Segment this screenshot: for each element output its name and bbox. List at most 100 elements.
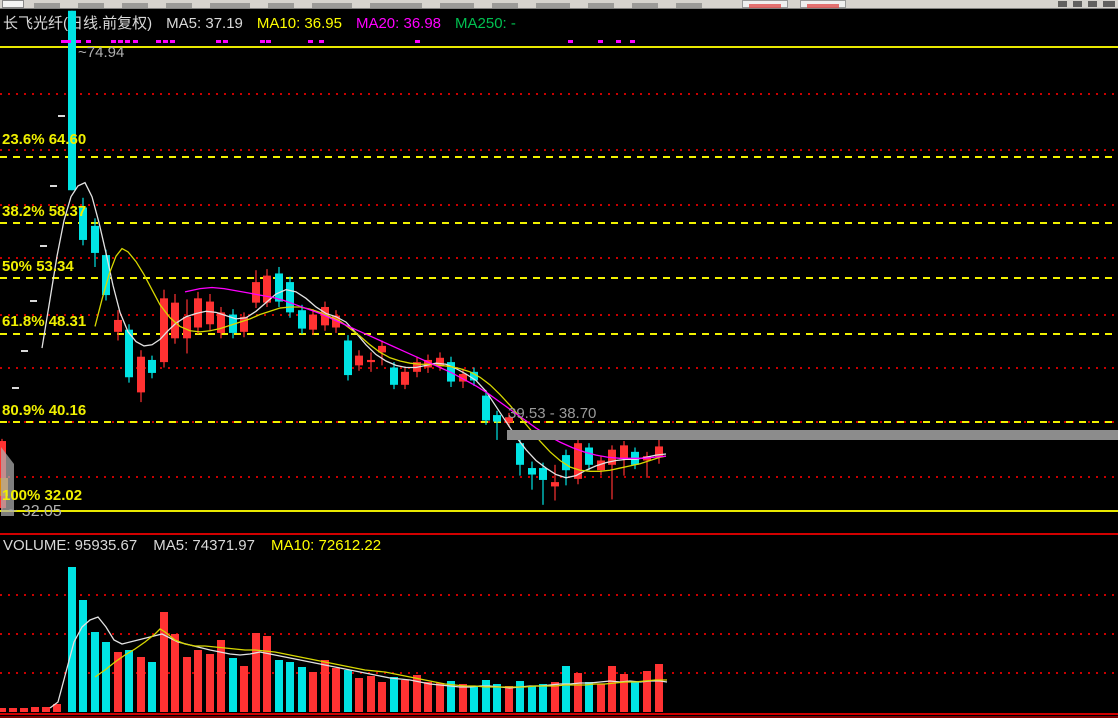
volume-bar <box>240 666 248 712</box>
magenta-marker-dot <box>76 40 81 43</box>
magenta-marker-dot <box>616 40 621 43</box>
ma-curve <box>184 286 667 459</box>
candle-body <box>148 359 156 373</box>
candle-body <box>137 356 145 393</box>
volume-bar <box>102 642 110 712</box>
volume-bar <box>252 633 260 712</box>
candle-body <box>493 415 501 422</box>
pane-divider <box>0 533 1118 535</box>
magenta-marker-dot <box>216 40 221 43</box>
window-tool-icon[interactable] <box>1088 1 1097 7</box>
menu-item-stub[interactable] <box>78 3 104 8</box>
magenta-marker-dot <box>568 40 573 43</box>
fib-solid-line <box>0 46 1118 48</box>
crosshair-price-label: 39.53 - 38.70 <box>508 405 597 422</box>
ma-curve <box>94 628 667 688</box>
grid-line <box>0 476 1118 478</box>
candle-body <box>551 482 559 487</box>
menu-item-stub[interactable] <box>440 3 474 8</box>
volume-bar <box>114 652 122 712</box>
menu-item-stub[interactable] <box>370 3 422 8</box>
grid-line <box>0 93 1118 95</box>
menu-item-stub[interactable] <box>312 3 352 8</box>
menu-item-stub[interactable] <box>676 3 702 8</box>
ma-curve <box>49 616 668 709</box>
volume-bar <box>125 650 133 712</box>
candle-body <box>482 395 490 421</box>
volume-bar <box>263 636 271 712</box>
volume-bar <box>79 600 87 712</box>
fib-dashed-line <box>0 421 1118 423</box>
magenta-marker-dot <box>118 40 123 43</box>
volume-bar <box>68 567 76 712</box>
window-tool-icon[interactable] <box>1103 1 1115 7</box>
menu-item-stub[interactable] <box>210 3 250 8</box>
volume-bar <box>551 682 559 712</box>
candle-body <box>206 301 214 325</box>
menu-item-stub[interactable] <box>166 3 192 8</box>
magenta-marker-dot <box>598 40 603 43</box>
fib-level-label: 38.2% 58.37 <box>2 203 87 220</box>
volume-ma10-readout: MA10: 72612.22 <box>271 537 382 554</box>
app-icon[interactable] <box>2 0 24 8</box>
menu-item-stub[interactable] <box>632 3 658 8</box>
ma250-readout: MA250: - <box>455 15 516 32</box>
ma5-readout: MA5: 37.19 <box>166 15 243 32</box>
volume-bar <box>493 684 501 712</box>
volume-bar <box>390 677 398 712</box>
window-tool-icon[interactable] <box>1058 1 1067 7</box>
fib-dashed-line <box>0 333 1118 335</box>
quote-button-2[interactable] <box>800 0 846 8</box>
menu-item-stub[interactable] <box>588 3 614 8</box>
candle-body <box>160 298 168 363</box>
volume-bar <box>148 662 156 712</box>
fib-level-label: 50% 53.34 <box>2 258 74 275</box>
quote-button-1[interactable] <box>742 0 788 8</box>
candle-body <box>275 273 283 302</box>
candle-body <box>539 468 547 480</box>
volume-bar <box>9 708 17 712</box>
volume-bar <box>194 650 202 712</box>
menu-item-stub[interactable] <box>122 3 148 8</box>
menu-item-stub[interactable] <box>34 3 60 8</box>
chart-title-row: 长飞光纤(日线.前复权) MA5: 37.19 MA10: 36.95 MA20: 3… <box>3 12 530 33</box>
volume-bar <box>367 676 375 712</box>
volume-bar <box>585 682 593 712</box>
scroll-left-arrow <box>1 447 14 516</box>
menu-bar <box>0 0 1118 9</box>
candle-body <box>298 310 306 329</box>
magenta-marker-dot <box>163 40 168 43</box>
candle-body <box>286 282 294 313</box>
candle-body <box>68 10 76 191</box>
limit-up-dash-candle <box>30 300 37 302</box>
magenta-marker-dot <box>66 40 71 43</box>
candle-body <box>655 446 663 458</box>
instrument-title: 长飞光纤(日线.前复权) <box>3 15 153 32</box>
volume-ma5-readout: MA5: 74371.97 <box>153 537 255 554</box>
volume-grid-line <box>0 672 1118 674</box>
magenta-marker-dot <box>266 40 271 43</box>
grid-line <box>0 149 1118 151</box>
window-tool-icon[interactable] <box>1073 1 1082 7</box>
candle-body <box>436 357 444 367</box>
volume-bar <box>459 684 467 712</box>
menu-item-stub[interactable] <box>268 3 294 8</box>
grid-line <box>0 314 1118 316</box>
volume-bar <box>470 686 478 712</box>
candle-body <box>183 316 191 339</box>
candle-body <box>401 371 409 385</box>
fib-level-label: 80.9% 40.16 <box>2 402 87 419</box>
fib-dashed-line <box>0 277 1118 279</box>
volume-bar <box>643 671 651 712</box>
candle-body <box>114 319 122 332</box>
ma-curve <box>94 247 667 472</box>
menu-item-stub[interactable] <box>536 3 570 8</box>
candle-body <box>367 359 375 363</box>
volume-bar <box>574 673 582 712</box>
annotation-band <box>507 430 1118 440</box>
magenta-marker-dot <box>415 40 420 43</box>
candle-body <box>309 314 317 330</box>
menu-item-stub[interactable] <box>492 3 518 8</box>
pane-divider-shadow <box>0 716 1118 718</box>
